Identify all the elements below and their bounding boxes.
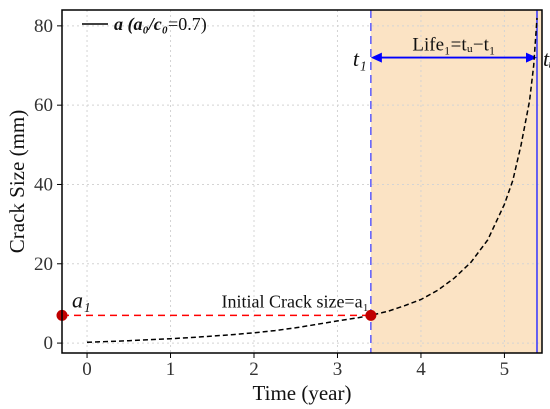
x-axis-label: Time (year): [253, 381, 352, 405]
life-arrow-head-right: [525, 52, 537, 63]
ticks-layer: 0 1 2 3 4 5 0 20 40 60 80: [34, 16, 509, 380]
x-tick-label: 3: [333, 359, 343, 380]
life-arrow-head-left: [370, 52, 382, 63]
shaded-region-layer: [370, 10, 542, 353]
x-tick-label: 2: [249, 359, 259, 380]
t1-label: t₁: [353, 46, 367, 71]
initial-crack-marker: [365, 309, 377, 321]
series-layer: [86, 17, 538, 344]
y-tick-label: 80: [34, 16, 53, 37]
x-tick-label: 4: [416, 359, 426, 380]
shaded-life-region: [370, 10, 542, 353]
a1-label: a₁: [72, 287, 91, 312]
y-axis-label: Crack Size (mm): [5, 110, 29, 253]
y-tick-label: 20: [34, 254, 53, 275]
x-tick-label: 0: [82, 359, 92, 380]
y-tick-label: 60: [34, 95, 53, 116]
x-tick-label: 5: [500, 359, 510, 380]
reference-lines-layer: [62, 10, 538, 353]
crack-growth-curve: [86, 17, 538, 344]
life-label: Life₁=tᵤ−t₁: [412, 35, 495, 56]
labels-layer: Time (year) Crack Size (mm) a (a₀/c₀=0.7) t…: [5, 14, 550, 405]
initial-crack-label: Initial Crack size=a₁: [221, 291, 368, 311]
legend-text: a (a₀/c₀=0.7): [114, 14, 207, 35]
tu-label: tᵤ: [543, 46, 550, 71]
y-tick-label: 0: [44, 333, 54, 354]
y-tick-label: 40: [34, 174, 53, 195]
grid-layer: [62, 10, 542, 353]
x-tick-label: 1: [166, 359, 176, 380]
plot-frame: [61, 9, 543, 354]
